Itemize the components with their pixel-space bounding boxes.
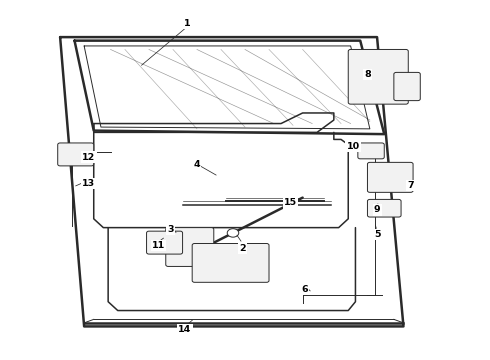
Text: 1: 1 <box>184 18 191 27</box>
Text: 5: 5 <box>374 230 380 239</box>
Circle shape <box>227 229 239 237</box>
Text: 15: 15 <box>284 198 297 207</box>
FancyBboxPatch shape <box>166 228 214 266</box>
FancyBboxPatch shape <box>394 72 420 100</box>
Text: 2: 2 <box>239 244 246 253</box>
FancyBboxPatch shape <box>368 199 401 217</box>
FancyBboxPatch shape <box>358 143 384 159</box>
Text: 11: 11 <box>152 241 165 250</box>
Text: 8: 8 <box>364 70 371 79</box>
Text: 7: 7 <box>407 181 414 190</box>
Text: 12: 12 <box>82 153 96 162</box>
FancyBboxPatch shape <box>348 49 408 104</box>
Text: 9: 9 <box>374 206 380 215</box>
FancyBboxPatch shape <box>192 243 269 282</box>
FancyBboxPatch shape <box>368 162 413 192</box>
Text: 13: 13 <box>82 179 96 188</box>
Text: 3: 3 <box>167 225 174 234</box>
Text: 10: 10 <box>346 142 360 151</box>
Text: 6: 6 <box>302 285 308 294</box>
FancyBboxPatch shape <box>147 231 183 254</box>
Text: 4: 4 <box>194 159 200 168</box>
Text: 14: 14 <box>178 325 192 334</box>
FancyBboxPatch shape <box>58 143 94 166</box>
